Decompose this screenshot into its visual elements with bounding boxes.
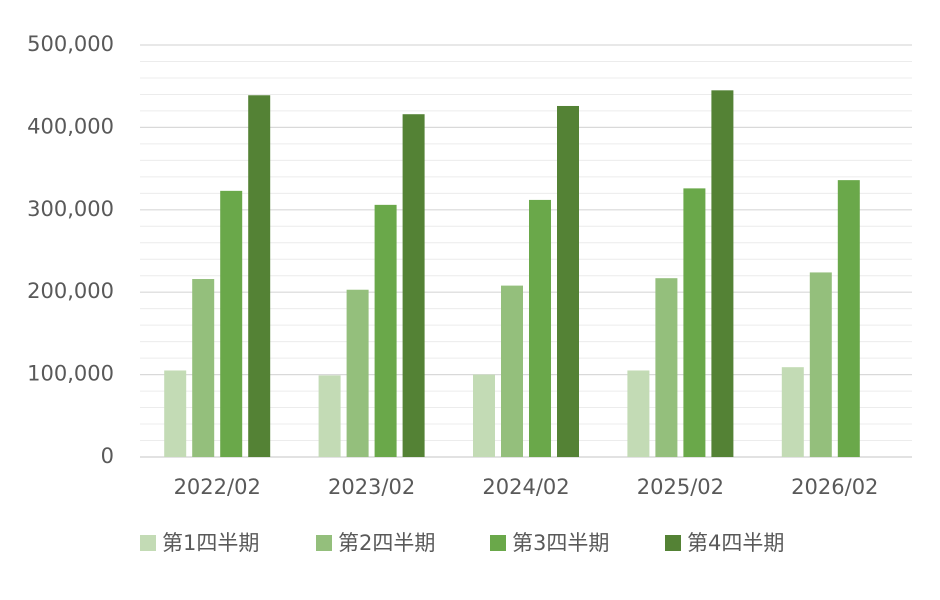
x-tick-label: 2026/02 (791, 475, 878, 499)
legend-swatch (490, 535, 506, 551)
legend-label: 第4四半期 (687, 531, 784, 555)
bar (346, 289, 369, 457)
bar (248, 95, 271, 457)
x-tick-label: 2024/02 (482, 475, 569, 499)
x-tick-label: 2025/02 (637, 475, 724, 499)
bar (220, 190, 243, 457)
bar (318, 375, 341, 457)
bar (374, 204, 397, 457)
bar (837, 180, 860, 458)
bar (402, 114, 425, 457)
bar (192, 279, 215, 457)
y-tick-label: 400,000 (27, 114, 114, 138)
bar (683, 188, 706, 457)
y-tick-label: 200,000 (27, 279, 114, 303)
bar (627, 370, 650, 457)
x-tick-label: 2022/02 (174, 475, 261, 499)
bar (655, 278, 678, 457)
x-tick-label: 2023/02 (328, 475, 415, 499)
bar (473, 374, 495, 457)
bar (557, 105, 579, 457)
legend-label: 第2四半期 (338, 531, 435, 555)
y-tick-label: 500,000 (27, 32, 114, 56)
y-tick-label: 0 (101, 444, 114, 468)
bar (711, 90, 734, 457)
bar (781, 367, 804, 457)
y-tick-label: 300,000 (27, 197, 114, 221)
bar (809, 272, 832, 457)
y-tick-label: 100,000 (27, 362, 114, 386)
legend-swatch (140, 535, 156, 551)
legend-swatch (665, 535, 681, 551)
bar (164, 370, 187, 457)
legend-swatch (316, 535, 332, 551)
bar (529, 199, 551, 458)
legend-label: 第1四半期 (162, 531, 259, 555)
legend-label: 第3四半期 (512, 531, 609, 555)
bar (501, 285, 523, 457)
